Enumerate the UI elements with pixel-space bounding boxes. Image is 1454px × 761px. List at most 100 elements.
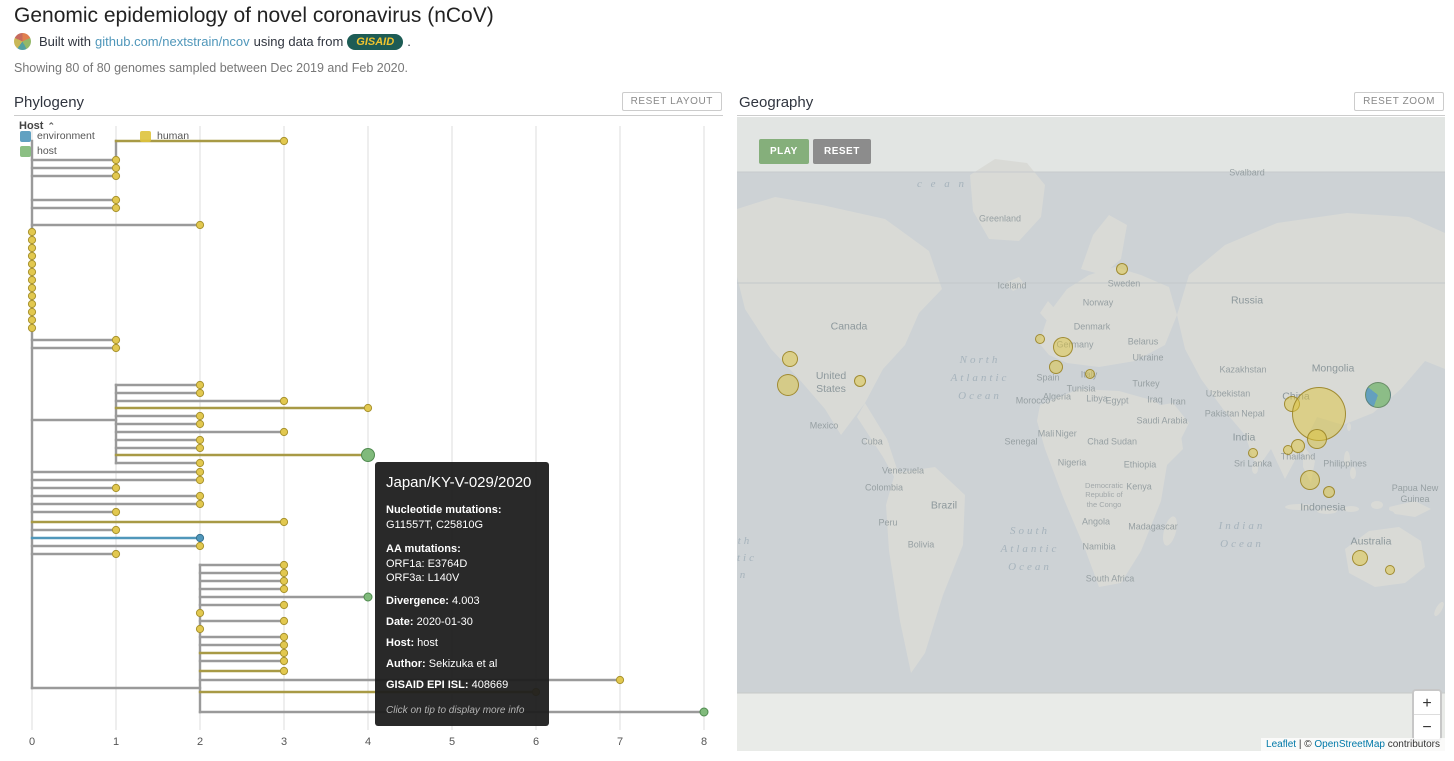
tree-tip[interactable] [27,227,37,237]
phylo-tree-svg[interactable]: 0 1 2 3 4 5 6 7 8 [14,114,723,754]
tree-tip[interactable] [279,560,289,570]
tree-tip[interactable] [279,616,289,626]
tree-tip[interactable] [195,475,205,485]
deme-circle[interactable] [777,374,799,396]
nuc-value: G11557T, C25810G [386,518,484,531]
tree-tip[interactable] [27,307,37,317]
tree-tip[interactable] [361,448,375,462]
tree-tip[interactable] [195,435,205,445]
deme-circle[interactable] [1248,448,1258,458]
deme-circle[interactable] [1352,550,1368,566]
phylogeny-panel: Phylogeny RESET LAYOUT 0 1 2 3 4 5 6 7 8 Host ⌃ e… [14,92,723,756]
tree-tip[interactable] [195,380,205,390]
tree-tip[interactable] [27,259,37,269]
leaflet-link[interactable]: Leaflet [1266,739,1297,750]
deme-circle[interactable] [1300,470,1320,490]
tree-tip[interactable] [195,499,205,509]
tree-tip[interactable] [615,675,625,685]
tree-tip[interactable] [279,656,289,666]
tree-tip[interactable] [27,243,37,253]
tree-tip[interactable] [195,388,205,398]
tree-tip[interactable] [111,163,121,173]
tree-tip[interactable] [279,568,289,578]
tree-tip[interactable] [111,343,121,353]
tree-tip[interactable] [27,275,37,285]
aa-line-2: ORF3a: L140V [386,572,460,585]
gisaid-badge[interactable]: GISAID [347,33,404,50]
deme-pie[interactable] [1365,382,1391,408]
tree-tip[interactable] [27,251,37,261]
deme-circle[interactable] [1323,486,1335,498]
reset-map-button[interactable]: RESET [813,139,871,164]
tree-tip[interactable] [279,632,289,642]
tree-tip[interactable] [111,549,121,559]
aa-label: AA mutations: [386,542,461,555]
tree-tip[interactable] [27,267,37,277]
tree-tip[interactable] [279,666,289,676]
tree-tip[interactable] [279,576,289,586]
tree-tip[interactable] [363,403,373,413]
tree-tip[interactable] [195,467,205,477]
deme-circle[interactable] [1085,369,1095,379]
tree-tip[interactable] [699,707,709,717]
tree-tip[interactable] [111,525,121,535]
deme-circle[interactable] [1053,337,1073,357]
deme-circle[interactable] [854,375,866,387]
tree-tip[interactable] [195,624,205,634]
repo-link[interactable]: github.com/nextstrain/ncov [95,34,250,49]
reset-zoom-button[interactable]: RESET ZOOM [1354,92,1444,111]
tree-tip[interactable] [111,155,121,165]
tree-tip[interactable] [279,396,289,406]
deme-circle[interactable] [1035,334,1045,344]
tree-tip[interactable] [279,584,289,594]
color-by-dropdown[interactable]: Host ⌃ [19,120,55,132]
tree-tip[interactable] [195,533,205,543]
deme-circle[interactable] [1385,565,1395,575]
tree-tip[interactable] [195,541,205,551]
tree-tip[interactable] [111,483,121,493]
tree-tip[interactable] [279,136,289,146]
deme-circle[interactable] [1049,360,1063,374]
tree-tip[interactable] [27,235,37,245]
tree-tip[interactable] [111,195,121,205]
deme-circle[interactable] [782,351,798,367]
tree-tip[interactable] [111,203,121,213]
tree-tip[interactable] [279,648,289,658]
zoom-out-button[interactable]: − [1414,715,1440,739]
tree-tip[interactable] [279,600,289,610]
tree-tip[interactable] [195,491,205,501]
legend-item-environment[interactable]: environment [20,130,95,142]
zoom-in-button[interactable]: + [1414,691,1440,715]
deme-circle[interactable] [1283,445,1293,455]
tree-tip[interactable] [195,608,205,618]
tree-tip[interactable] [111,507,121,517]
tree-tip[interactable] [279,640,289,650]
axis-tick-label: 8 [701,736,707,748]
osm-link[interactable]: OpenStreetMap [1314,739,1385,750]
tree-tip[interactable] [27,299,37,309]
tree-tip[interactable] [27,315,37,325]
tooltip-gisaid-epi-isl: GISAID EPI ISL: 408669 [386,679,509,692]
deme-circle[interactable] [1307,429,1327,449]
tree-tip[interactable] [195,419,205,429]
tree-tip[interactable] [363,592,373,602]
tree-tip[interactable] [27,323,37,333]
tree-tip[interactable] [111,335,121,345]
tree-tip[interactable] [27,291,37,301]
tree-tip[interactable] [195,220,205,230]
legend-item-host[interactable]: host [20,145,57,157]
tree-tip[interactable] [195,411,205,421]
reset-layout-button[interactable]: RESET LAYOUT [621,92,722,111]
tree-tip[interactable] [195,443,205,453]
tree-tip[interactable] [195,458,205,468]
tree-tip[interactable] [279,427,289,437]
tree-tip[interactable] [279,517,289,527]
play-button[interactable]: PLAY [759,139,809,164]
deme-circle[interactable] [1291,439,1305,453]
map[interactable]: Svalbard Greenland Iceland Norway Sweden Denm… [737,117,1445,751]
legend-item-human[interactable]: human [140,130,189,142]
tree-tip[interactable] [27,283,37,293]
phylo-legend: environment human host [20,130,250,164]
deme-circle[interactable] [1116,263,1128,275]
tree-tip[interactable] [111,171,121,181]
